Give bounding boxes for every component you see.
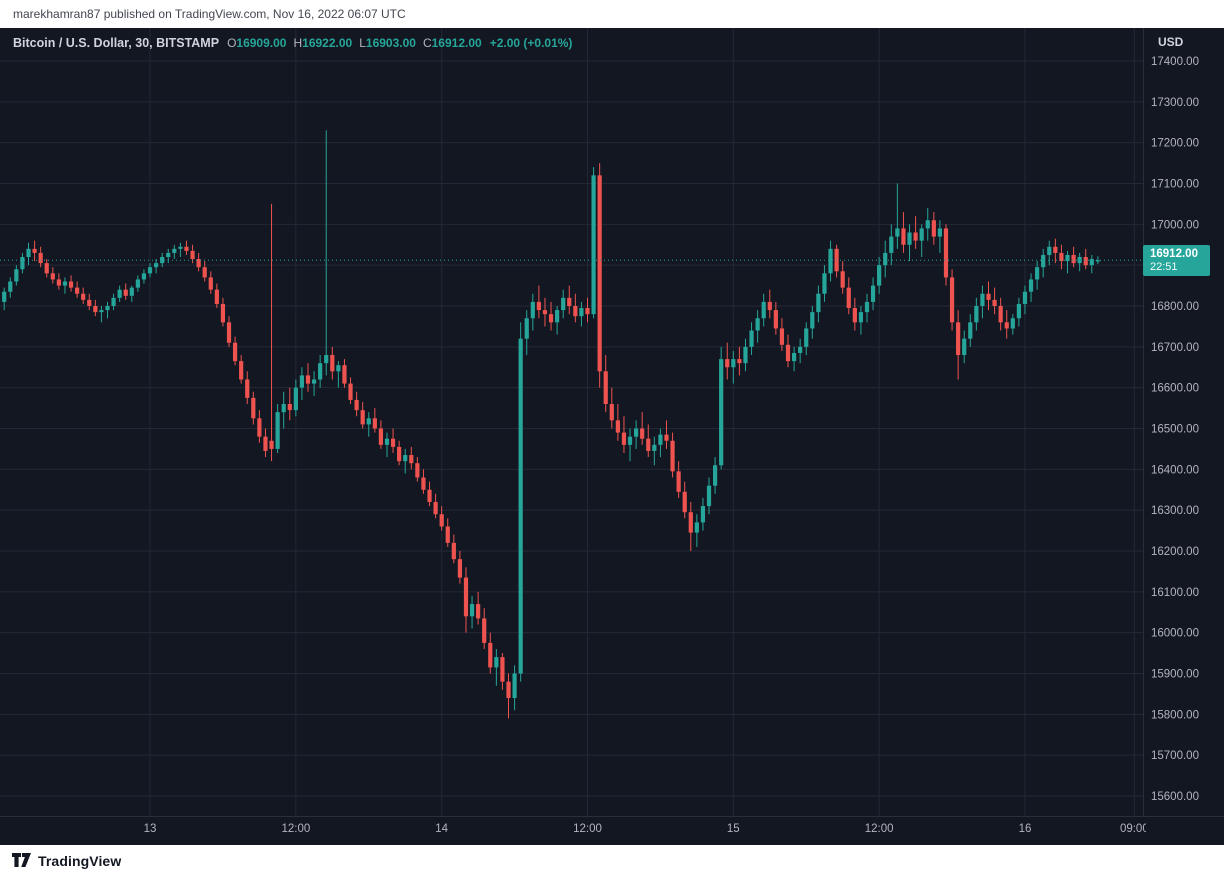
price-tick: 17300.00: [1151, 97, 1199, 109]
price-tick: 15700.00: [1151, 750, 1199, 762]
publish-info-bar: marekhamran87 published on TradingView.c…: [0, 0, 1224, 28]
price-tick: 16300.00: [1151, 505, 1199, 517]
time-tick: 12:00: [865, 823, 894, 835]
ohlc-L: L16903.00: [359, 36, 416, 50]
price-tick: 17400.00: [1151, 56, 1199, 68]
grid-lines: [0, 28, 1143, 816]
ohlc-C: C16912.00: [422, 36, 482, 50]
last-price-badge: 16912.00 22:51: [1143, 245, 1210, 277]
price-tick: 16400.00: [1151, 464, 1199, 476]
price-change: +2.00 (+0.01%): [489, 36, 573, 50]
price-tick: 16600.00: [1151, 383, 1199, 395]
last-price-value: 16912.00: [1150, 248, 1198, 261]
time-tick: 12:00: [573, 823, 602, 835]
time-tick: 09:00: [1120, 823, 1149, 835]
time-axis-labels: 13 12:00 14 12:00 15 12:00 16 09:00: [144, 823, 1149, 835]
price-tick: 15600.00: [1151, 791, 1199, 803]
price-tick: 16800.00: [1151, 301, 1199, 313]
price-tick: 16700.00: [1151, 342, 1199, 354]
time-tick: 16: [1019, 823, 1032, 835]
chart-area[interactable]: 13 12:00 14 12:00 15 12:00 16 09:00 17400.00 1730…: [0, 28, 1224, 845]
price-tick: 17100.00: [1151, 179, 1199, 191]
time-tick: 14: [435, 823, 448, 835]
ohlc-values: O16909.00 H16922.00 L16903.00 C16912.00: [227, 36, 482, 50]
time-tick: 15: [727, 823, 740, 835]
time-tick: 13: [144, 823, 157, 835]
price-tick: 17200.00: [1151, 138, 1199, 150]
currency-label: USD: [1158, 35, 1184, 49]
price-tick: 16100.00: [1151, 587, 1199, 599]
bar-countdown: 22:51: [1150, 261, 1178, 274]
price-axis-labels: 17400.00 17300.00 17200.00 17100.00 17000.00…: [1151, 56, 1199, 803]
tradingview-logo-icon[interactable]: [12, 853, 31, 868]
price-tick: 16500.00: [1151, 424, 1199, 436]
time-tick: 12:00: [281, 823, 310, 835]
publish-info: marekhamran87 published on TradingView.c…: [13, 7, 406, 21]
ohlc-O: O16909.00: [227, 36, 287, 50]
price-tick: 15900.00: [1151, 669, 1199, 681]
time-axis[interactable]: [0, 816, 1143, 845]
price-tick: 16000.00: [1151, 628, 1199, 640]
footer-bar: TradingView: [0, 845, 1224, 876]
tradingview-brand[interactable]: TradingView: [38, 852, 122, 869]
candles: [2, 130, 1100, 719]
chart-legend: Bitcoin / U.S. Dollar, 30, BITSTAMP O169…: [13, 36, 572, 50]
ohlc-H: H16922.00: [293, 36, 353, 50]
price-tick: 15800.00: [1151, 709, 1199, 721]
symbol-title: Bitcoin / U.S. Dollar, 30, BITSTAMP: [13, 36, 220, 50]
price-tick: 16200.00: [1151, 546, 1199, 558]
price-axis[interactable]: [1143, 28, 1224, 816]
candlestick-chart[interactable]: 13 12:00 14 12:00 15 12:00 16 09:00 17400.00 1730…: [0, 28, 1224, 845]
price-tick: 17000.00: [1151, 219, 1199, 231]
